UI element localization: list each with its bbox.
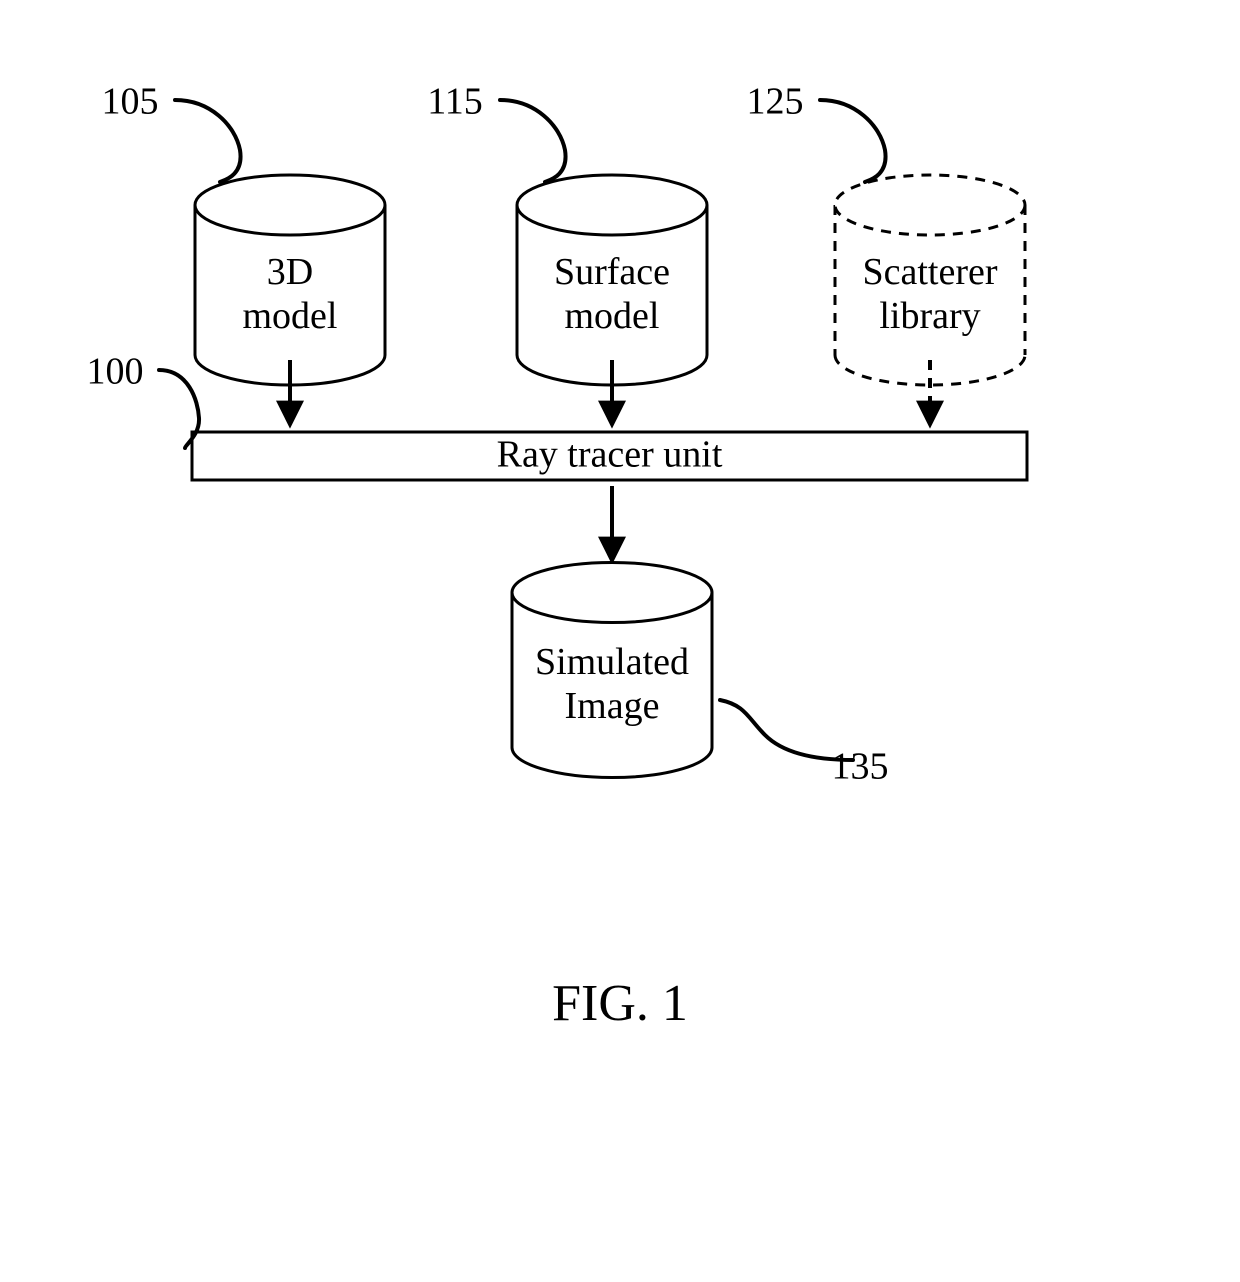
- cylinder-scatterer-library: Scattererlibrary: [835, 175, 1025, 385]
- figure-caption: FIG. 1: [552, 975, 688, 1032]
- ref-125-text: 125: [747, 81, 804, 123]
- ray-tracer-unit-label: Ray tracer unit: [497, 434, 723, 476]
- cylinder-surface-model-label: Surface: [554, 251, 670, 293]
- cylinder-3d-model-label: model: [243, 295, 338, 337]
- cylinder-simulated-image-label: Image: [565, 685, 660, 727]
- cylinder-simulated-image: SimulatedImage: [512, 563, 712, 778]
- cylinder-scatterer-library-label: Scatterer: [862, 251, 997, 293]
- ref-100: 100: [87, 351, 200, 448]
- cylinder-surface-model-label: model: [565, 295, 660, 337]
- ref-100-leader: [159, 370, 199, 448]
- ref-125-leader: [820, 100, 886, 182]
- cylinder-surface-model: Surfacemodel: [517, 175, 707, 385]
- cylinder-3d-model: 3Dmodel: [195, 175, 385, 385]
- cylinder-simulated-image-label: Simulated: [535, 641, 689, 683]
- figure-diagram: 3DmodelSurfacemodelScattererlibraryRay t…: [0, 0, 1240, 1282]
- ref-115-text: 115: [427, 81, 483, 123]
- ref-105-leader: [175, 100, 241, 182]
- ref-115-leader: [500, 100, 566, 182]
- cylinder-3d-model-label: 3D: [267, 251, 313, 293]
- ray-tracer-unit: Ray tracer unit: [192, 432, 1027, 480]
- cylinder-scatterer-library-label: library: [879, 295, 980, 337]
- ref-135: 135: [720, 700, 889, 788]
- ref-115: 115: [427, 81, 565, 182]
- ref-125: 125: [747, 81, 886, 182]
- ref-105: 105: [102, 81, 241, 182]
- ref-105-text: 105: [102, 81, 159, 123]
- ref-100-text: 100: [87, 351, 144, 393]
- ref-135-text: 135: [832, 746, 889, 788]
